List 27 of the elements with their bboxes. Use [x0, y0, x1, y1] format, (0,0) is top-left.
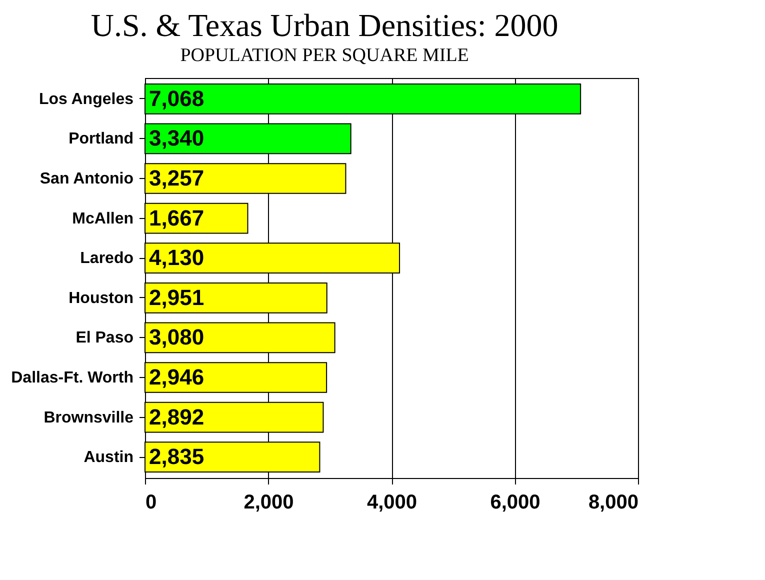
y-tick-label: Houston [68, 290, 134, 307]
x-tick-label: 8,000 [588, 492, 638, 514]
y-tick-label: Dallas-Ft. Worth [11, 370, 134, 387]
x-tick-label: 4,000 [366, 492, 418, 514]
data-label: 3,080 [149, 324, 204, 350]
data-label: 2,835 [149, 444, 204, 470]
y-tick-label: Laredo [80, 250, 134, 268]
data-label: 3,257 [149, 166, 204, 190]
data-label: 7,068 [149, 86, 204, 111]
x-tick-label: 6,000 [490, 492, 540, 514]
y-tick-label: Austin [84, 449, 134, 466]
y-tick-label: Los Angeles [38, 90, 134, 108]
x-tick-label: 0 [146, 492, 157, 514]
chart-title: U.S. & Texas Urban Densities: 2000 [90, 7, 558, 43]
data-label: 4,130 [149, 245, 204, 270]
x-tick-label: 2,000 [244, 492, 294, 514]
y-tick-label: El Paso [76, 330, 134, 347]
data-label: 2,951 [149, 284, 204, 310]
data-label: 1,667 [149, 205, 204, 230]
data-label: 2,946 [149, 364, 204, 390]
data-label: 3,340 [149, 126, 204, 151]
y-tick-label: McAllen [72, 210, 134, 228]
data-label: 2,892 [149, 404, 204, 430]
y-tick-label: Brownsville [44, 409, 134, 426]
chart-subtitle: POPULATION PER SQUARE MILE [180, 45, 469, 66]
y-tick-label: Portland [68, 130, 134, 148]
y-tick-label: San Antonio [40, 170, 134, 188]
